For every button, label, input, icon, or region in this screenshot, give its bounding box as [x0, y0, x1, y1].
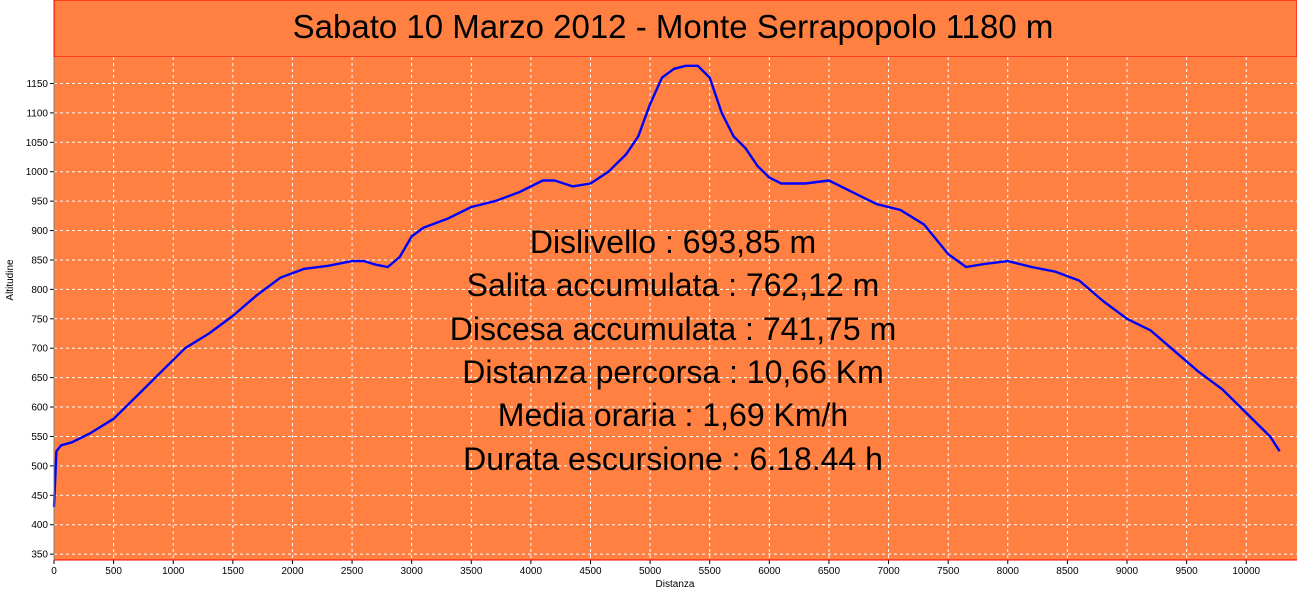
- y-tick-label: 600: [31, 403, 48, 414]
- y-tick-label: 450: [31, 491, 48, 502]
- x-tick-label: 9000: [1116, 566, 1139, 577]
- y-tick-label: 1100: [26, 108, 48, 119]
- x-tick-label: 4000: [520, 566, 543, 577]
- x-tick-label: 7500: [937, 566, 960, 577]
- x-tick-label: 1500: [222, 566, 245, 577]
- y-tick-label: 1150: [26, 79, 48, 90]
- x-tick-label: 8500: [1056, 566, 1079, 577]
- y-tick-label: 350: [31, 550, 48, 561]
- chart-title: Sabato 10 Marzo 2012 - Monte Serrapopolo…: [293, 8, 1054, 45]
- stat-media: Media oraria : 1,69 Km/h: [498, 397, 848, 433]
- y-tick-label: 750: [31, 314, 48, 325]
- y-tick-label: 650: [31, 373, 48, 384]
- title-band: [53, 0, 1297, 58]
- y-tick-label: 900: [31, 226, 48, 237]
- summary-stats: Dislivello : 693,85 m Salita accumulata …: [450, 224, 896, 477]
- y-tick-label: 550: [31, 432, 48, 443]
- x-tick-label: 4500: [579, 566, 602, 577]
- x-tick-label: 2500: [341, 566, 364, 577]
- axis-ticks: 0 500 1000 1500 2000 2500 3000 3500 4000 4500 5000…: [26, 79, 1261, 577]
- y-tick-label: 1000: [26, 167, 49, 178]
- x-tick-label: 1000: [162, 566, 185, 577]
- x-tick-label: 9500: [1175, 566, 1198, 577]
- x-tick-label: 3500: [460, 566, 483, 577]
- stat-distanza: Distanza percorsa : 10,66 Km: [462, 354, 884, 390]
- x-axis-title: Distanza: [656, 579, 695, 590]
- stat-durata: Durata escursione : 6.18.44 h: [463, 441, 883, 477]
- stat-dislivello: Dislivello : 693,85 m: [530, 224, 816, 260]
- stat-discesa: Discesa accumulata : 741,75 m: [450, 311, 896, 347]
- y-tick-label: 500: [31, 461, 48, 472]
- y-tick-label: 400: [31, 520, 48, 531]
- x-tick-label: 5500: [699, 566, 722, 577]
- plot-area: [54, 57, 1297, 560]
- x-tick-label: 3000: [401, 566, 424, 577]
- y-tick-label: 700: [31, 344, 48, 355]
- x-tick-label: 0: [51, 566, 57, 577]
- x-tick-label: 7000: [877, 566, 900, 577]
- x-tick-label: 6500: [818, 566, 841, 577]
- y-tick-label: 800: [31, 285, 48, 296]
- y-tick-label: 1050: [26, 138, 49, 149]
- x-tick-label: 10000: [1232, 566, 1260, 577]
- stat-salita: Salita accumulata : 762,12 m: [467, 267, 880, 303]
- y-axis-title: Altitudine: [5, 259, 16, 301]
- y-tick-label: 850: [31, 255, 48, 266]
- x-tick-label: 5000: [639, 566, 662, 577]
- x-tick-label: 8000: [997, 566, 1020, 577]
- elevation-profile-line: [52, 64, 1281, 508]
- x-tick-label: 2000: [281, 566, 304, 577]
- x-tick-label: 6000: [758, 566, 781, 577]
- x-tick-label: 500: [105, 566, 122, 577]
- y-tick-label: 950: [31, 197, 48, 208]
